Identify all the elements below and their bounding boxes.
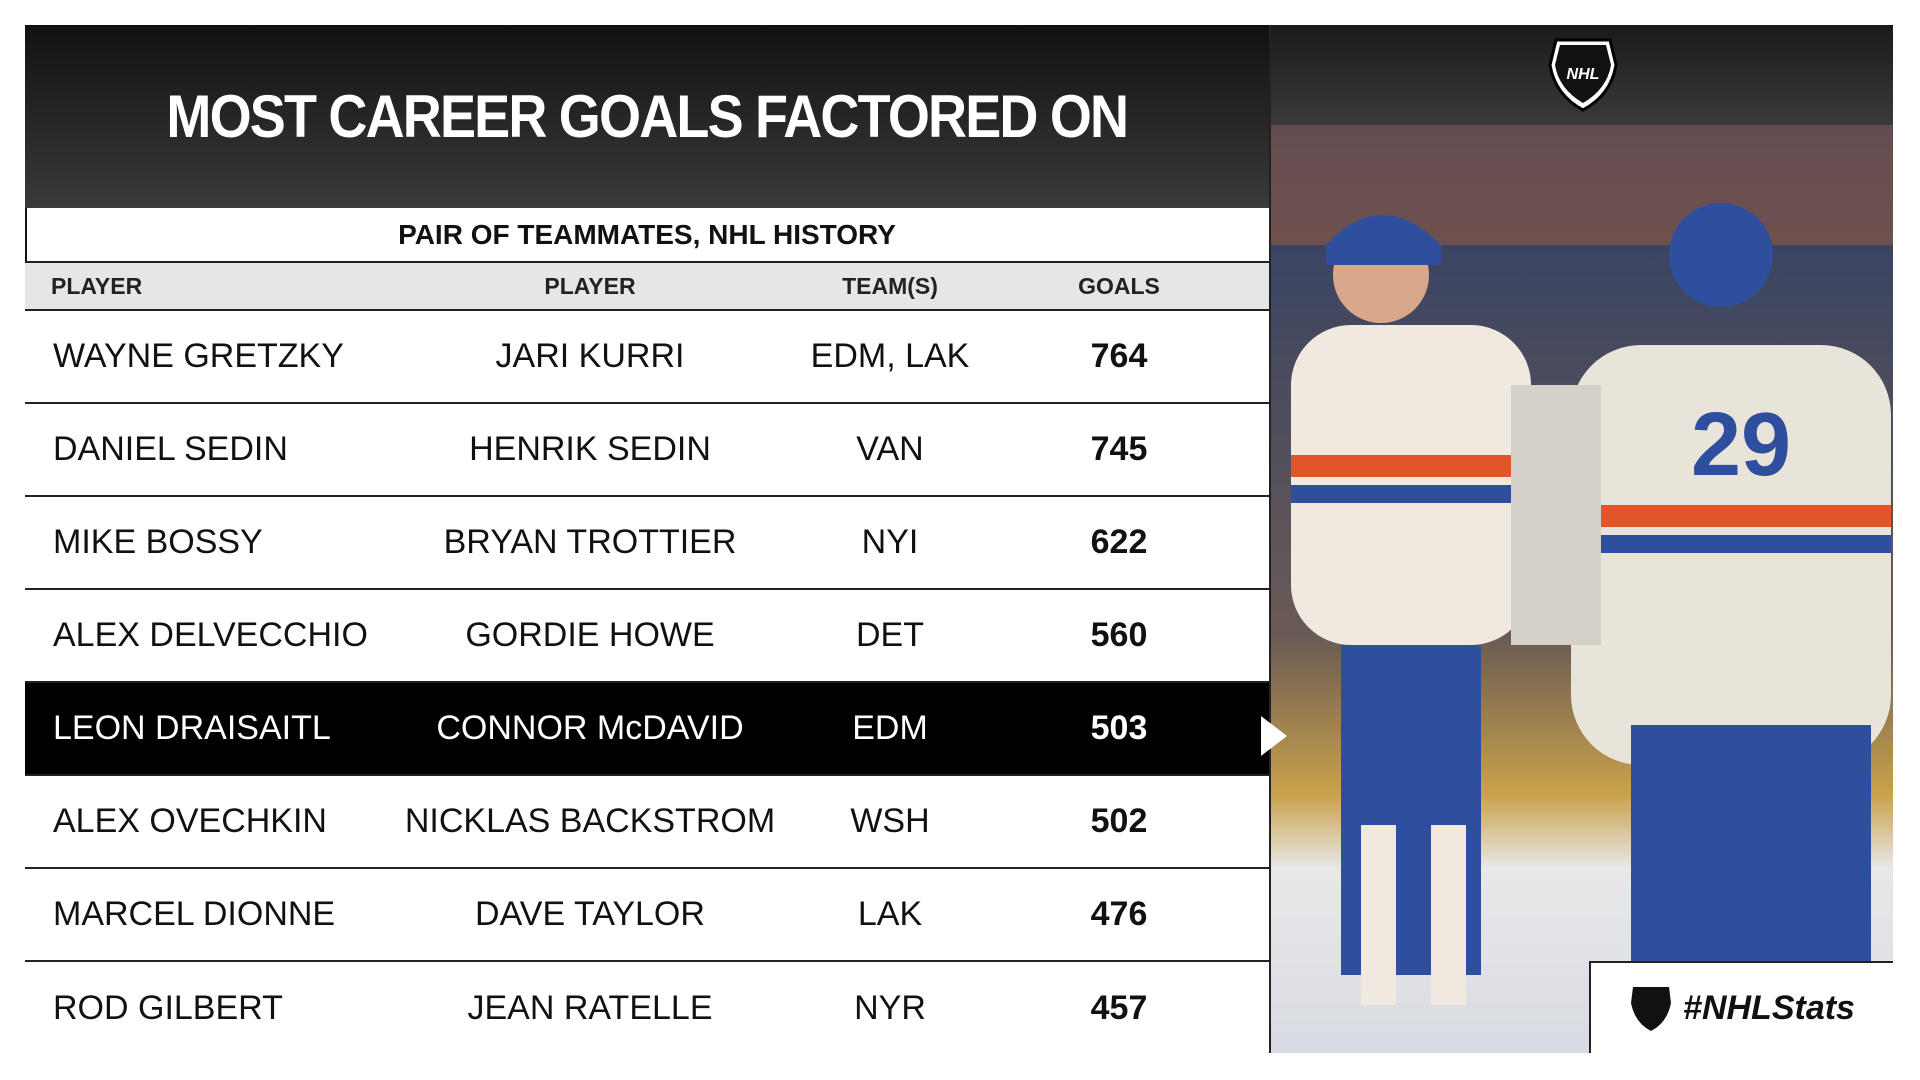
table-row: ROD GILBERT JEAN RATELLE NYR 457 (25, 962, 1269, 1055)
table-cell: EDM (852, 709, 928, 747)
table-cell: EDM, LAK (810, 337, 970, 375)
column-header: TEAM(S) (842, 272, 938, 299)
table-cell: LEON DRAISAITL (53, 709, 331, 747)
column-header: PLAYER (51, 272, 143, 299)
table-cell: BRYAN TROTTIER (443, 523, 737, 561)
nhl-logo: NHL (1548, 38, 1618, 112)
table-cell: ALEX OVECHKIN (53, 802, 327, 840)
hashtag-box: #NHLStats (1589, 961, 1893, 1053)
column-headers: PLAYER PLAYER TEAM(S) GOALS (25, 263, 1269, 311)
logo-text: NHL (1567, 66, 1600, 83)
photo: 29 (1271, 125, 1893, 1053)
header: MOST CAREER GOALS FACTORED ON (25, 25, 1269, 208)
table-row: DANIEL SEDIN HENRIK SEDIN VAN 745 (25, 404, 1269, 497)
table-cell: 745 (1090, 430, 1148, 468)
nhl-mini-logo (1631, 987, 1672, 1031)
table-row: MIKE BOSSY BRYAN TROTTIER NYI 622 (25, 497, 1269, 590)
table-row: LEON DRAISAITL CONNOR McDAVID EDM 503 (25, 683, 1269, 776)
table-cell: WAYNE GRETZKY (53, 337, 344, 375)
table-cell: ROD GILBERT (53, 989, 283, 1027)
table-cell: JEAN RATELLE (467, 989, 713, 1027)
table-cell: 476 (1090, 895, 1148, 933)
table-cell: JARI KURRI (495, 337, 685, 375)
column-header: GOALS (1078, 272, 1160, 299)
table-cell: VAN (856, 430, 924, 468)
table-cell: MARCEL DIONNE (53, 895, 336, 933)
table-row: WAYNE GRETZKY JARI KURRI EDM, LAK 764 (25, 311, 1269, 404)
table-cell: 560 (1090, 616, 1148, 654)
table-cell: NYR (854, 989, 926, 1027)
table-cell: DET (856, 616, 924, 654)
table-cell: 503 (1090, 709, 1148, 747)
logo-band: NHL (1271, 25, 1893, 125)
table-row: ALEX OVECHKIN NICKLAS BACKSTROM WSH 502 (25, 776, 1269, 869)
title: MOST CAREER GOALS FACTORED ON (166, 83, 1130, 150)
table-cell: 457 (1090, 989, 1148, 1027)
subtitle: PAIR OF TEAMMATES, NHL HISTORY (25, 208, 1269, 263)
table-cell: NYI (861, 523, 919, 561)
table-cell: LAK (857, 895, 923, 933)
table-cell: HENRIK SEDIN (469, 430, 711, 468)
table-row: ALEX DELVECCHIO GORDIE HOWE DET 560 (25, 590, 1269, 683)
table-cell: CONNOR McDAVID (436, 709, 744, 747)
stats-panel: MOST CAREER GOALS FACTORED ON PAIR OF TE… (25, 25, 1269, 1055)
table-body: WAYNE GRETZKY JARI KURRI EDM, LAK 764 DANIEL… (25, 311, 1269, 1055)
photo-panel: NHL 29 #NHLStats (1269, 25, 1893, 1053)
table-cell: DAVE TAYLOR (475, 895, 705, 933)
column-header: PLAYER (544, 272, 636, 299)
table-cell: NICKLAS BACKSTROM (404, 802, 776, 840)
table-row: MARCEL DIONNE DAVE TAYLOR LAK 476 (25, 869, 1269, 962)
table-cell: 764 (1090, 337, 1148, 375)
highlight-arrow (1261, 716, 1287, 756)
svg-text:29: 29 (1691, 395, 1791, 495)
table-cell: 502 (1090, 802, 1148, 840)
table-cell: MIKE BOSSY (53, 523, 263, 561)
table-cell: DANIEL SEDIN (53, 430, 288, 468)
table-cell: ALEX DELVECCHIO (53, 616, 368, 654)
table-cell: WSH (850, 802, 930, 840)
hashtag: #NHLStats (1683, 988, 1855, 1027)
table-cell: GORDIE HOWE (465, 616, 715, 654)
table-cell: 622 (1090, 523, 1148, 561)
